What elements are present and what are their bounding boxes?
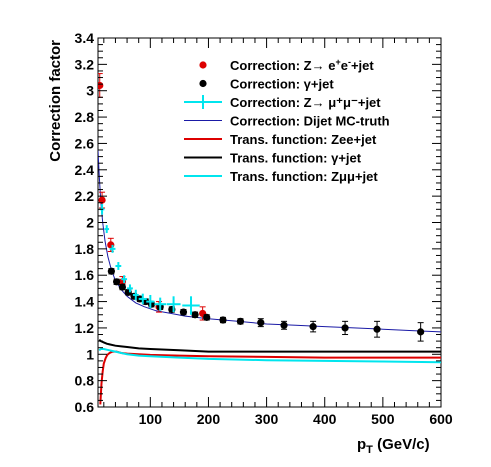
data-point xyxy=(417,328,425,336)
legend-label: Trans. function: Zee+jet xyxy=(230,132,377,147)
data-point xyxy=(107,267,115,275)
x-tick-label: 300 xyxy=(255,411,279,427)
data-point xyxy=(341,324,349,332)
data-point xyxy=(203,313,211,321)
y-tick-label: 2 xyxy=(86,215,94,231)
y-tick-label: 2.4 xyxy=(75,162,95,178)
legend-label: Correction: Z→ μ⁺μ⁻+jet xyxy=(230,95,381,110)
x-axis-label-main: p xyxy=(357,436,366,453)
y-axis-label: Correction factor xyxy=(47,40,64,162)
x-tick-label: 400 xyxy=(313,411,337,427)
series-line xyxy=(98,149,441,333)
data-point xyxy=(373,325,381,333)
y-tick-label: 1.2 xyxy=(75,320,95,336)
legend-marker xyxy=(199,61,207,69)
data-point xyxy=(257,319,265,327)
legend-marker xyxy=(199,79,207,88)
axes: 0.6 0.8 1 1.2 1.4 1.6 1.8 2 2.2 2.4 2.6 2.8 3 3.2 3.4 1… xyxy=(75,30,453,427)
y-tick-label: 0.6 xyxy=(75,399,95,415)
data-point xyxy=(309,323,317,331)
data-point xyxy=(118,283,127,291)
data-point xyxy=(236,317,245,325)
x-tick-label: 100 xyxy=(139,411,163,427)
y-tick-label: 1.6 xyxy=(75,267,95,283)
data-point xyxy=(179,308,188,316)
y-tick-label: 3 xyxy=(86,83,94,99)
data-point xyxy=(113,278,121,286)
series-line xyxy=(98,339,441,353)
data-point xyxy=(98,196,106,204)
y-tick-label: 2.2 xyxy=(75,188,95,204)
x-tick-label: 600 xyxy=(429,411,453,427)
y-tick-label: 2.6 xyxy=(75,135,95,151)
data-point xyxy=(191,311,199,319)
legend-label: Correction: Dijet MC-truth xyxy=(230,114,390,129)
x-tick-label: 200 xyxy=(197,411,221,427)
y-tick-label: 1.4 xyxy=(75,294,95,310)
y-tick-label: 2.8 xyxy=(75,109,95,125)
x-axis-label-tail: (GeV/c) xyxy=(373,436,430,453)
y-tick-label: 1.8 xyxy=(75,241,95,257)
legend-label: Trans. function: γ+jet xyxy=(230,151,362,166)
y-tick-label: 1 xyxy=(86,346,94,362)
plot-series xyxy=(98,73,441,405)
y-tick-label: 3.2 xyxy=(75,56,95,72)
data-point xyxy=(280,321,288,329)
legend: Correction: Z→ e+e-+jet Correction: γ+jet… xyxy=(184,57,390,184)
y-tick-label: 3.4 xyxy=(75,30,95,46)
data-point xyxy=(98,81,104,90)
x-axis-label-sub: T xyxy=(366,444,373,456)
data-point xyxy=(219,316,227,324)
legend-label: Trans. function: Zμμ+jet xyxy=(230,169,378,184)
y-tick-label: 0.8 xyxy=(75,373,95,389)
legend-label: Correction: Z→ e+e-+jet xyxy=(230,57,374,73)
x-tick-label: 500 xyxy=(371,411,395,427)
series-line xyxy=(98,348,441,364)
x-axis-label: pT (GeV/c) xyxy=(357,436,430,456)
legend-label: Correction: γ+jet xyxy=(230,77,334,92)
